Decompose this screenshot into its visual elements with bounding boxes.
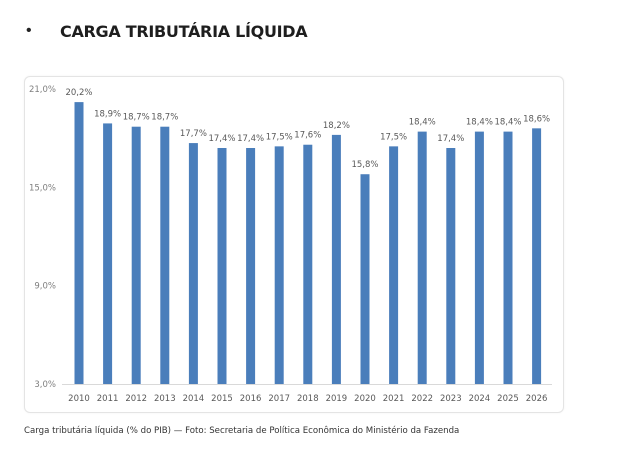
- data-label-2011: 18,9%: [94, 109, 121, 119]
- data-label-2013: 18,7%: [151, 113, 178, 123]
- data-label-2026: 18,6%: [523, 114, 550, 124]
- chart-panel: [24, 76, 564, 413]
- data-label-2015: 17,4%: [208, 134, 235, 144]
- x-tick-label-2017: 2017: [268, 394, 290, 404]
- data-label-2017: 17,5%: [266, 132, 293, 142]
- data-label-2010: 20,2%: [65, 88, 92, 98]
- data-label-2025: 18,4%: [494, 118, 521, 128]
- data-label-2018: 17,6%: [294, 131, 321, 141]
- y-tick-label: 9,0%: [34, 282, 56, 292]
- x-tick-label-2013: 2013: [154, 394, 176, 404]
- y-tick-label: 3,0%: [34, 380, 56, 390]
- x-tick-label-2014: 2014: [183, 394, 205, 404]
- y-tick-label: 15,0%: [29, 183, 56, 193]
- data-label-2020: 15,8%: [351, 160, 378, 170]
- x-tick-label-2022: 2022: [411, 394, 433, 404]
- bar-2017: [274, 146, 284, 384]
- bar-2012: [131, 126, 141, 384]
- bar-2026: [532, 128, 542, 384]
- x-tick-label-2020: 2020: [354, 394, 376, 404]
- bar-2013: [160, 126, 170, 384]
- data-label-2021: 17,5%: [380, 132, 407, 142]
- data-label-2022: 18,4%: [409, 118, 436, 128]
- section-heading: • CARGA TRIBUTÁRIA LÍQUIDA: [22, 18, 308, 44]
- x-tick-label-2012: 2012: [125, 394, 147, 404]
- bar-2019: [331, 134, 341, 384]
- x-tick-label-2025: 2025: [497, 394, 519, 404]
- bar-2010: [74, 102, 84, 384]
- section-title: CARGA TRIBUTÁRIA LÍQUIDA: [60, 21, 308, 41]
- bar-2016: [246, 148, 256, 384]
- data-label-2024: 18,4%: [466, 118, 493, 128]
- x-tick-label-2019: 2019: [326, 394, 348, 404]
- bar-2023: [446, 148, 456, 384]
- x-tick-label-2015: 2015: [211, 394, 233, 404]
- x-tick-label-2016: 2016: [240, 394, 262, 404]
- figure-caption: Carga tributária líquida (% do PIB) — Fo…: [24, 426, 460, 436]
- data-label-2016: 17,4%: [237, 134, 264, 144]
- x-tick-label-2018: 2018: [297, 394, 319, 404]
- bar-2011: [103, 123, 113, 385]
- x-tick-label-2023: 2023: [440, 394, 462, 404]
- bar-2025: [503, 131, 513, 384]
- bullet-icon: •: [26, 22, 32, 39]
- bar-2022: [417, 131, 427, 384]
- y-tick-label: 21,0%: [29, 85, 56, 95]
- data-label-2023: 17,4%: [437, 134, 464, 144]
- x-tick-label-2010: 2010: [68, 394, 90, 404]
- x-tick-label-2021: 2021: [383, 394, 405, 404]
- data-label-2014: 17,7%: [180, 129, 207, 139]
- bar-2018: [303, 144, 313, 384]
- bar-2015: [217, 148, 227, 384]
- data-label-2012: 18,7%: [123, 113, 150, 123]
- bar-2020: [360, 174, 370, 384]
- x-tick-label-2011: 2011: [97, 394, 119, 404]
- x-tick-label-2024: 2024: [469, 394, 491, 404]
- bar-2014: [188, 143, 198, 384]
- x-tick-label-2026: 2026: [526, 394, 548, 404]
- bar-2021: [389, 146, 399, 384]
- data-label-2019: 18,2%: [323, 121, 350, 131]
- bar-2024: [474, 131, 484, 384]
